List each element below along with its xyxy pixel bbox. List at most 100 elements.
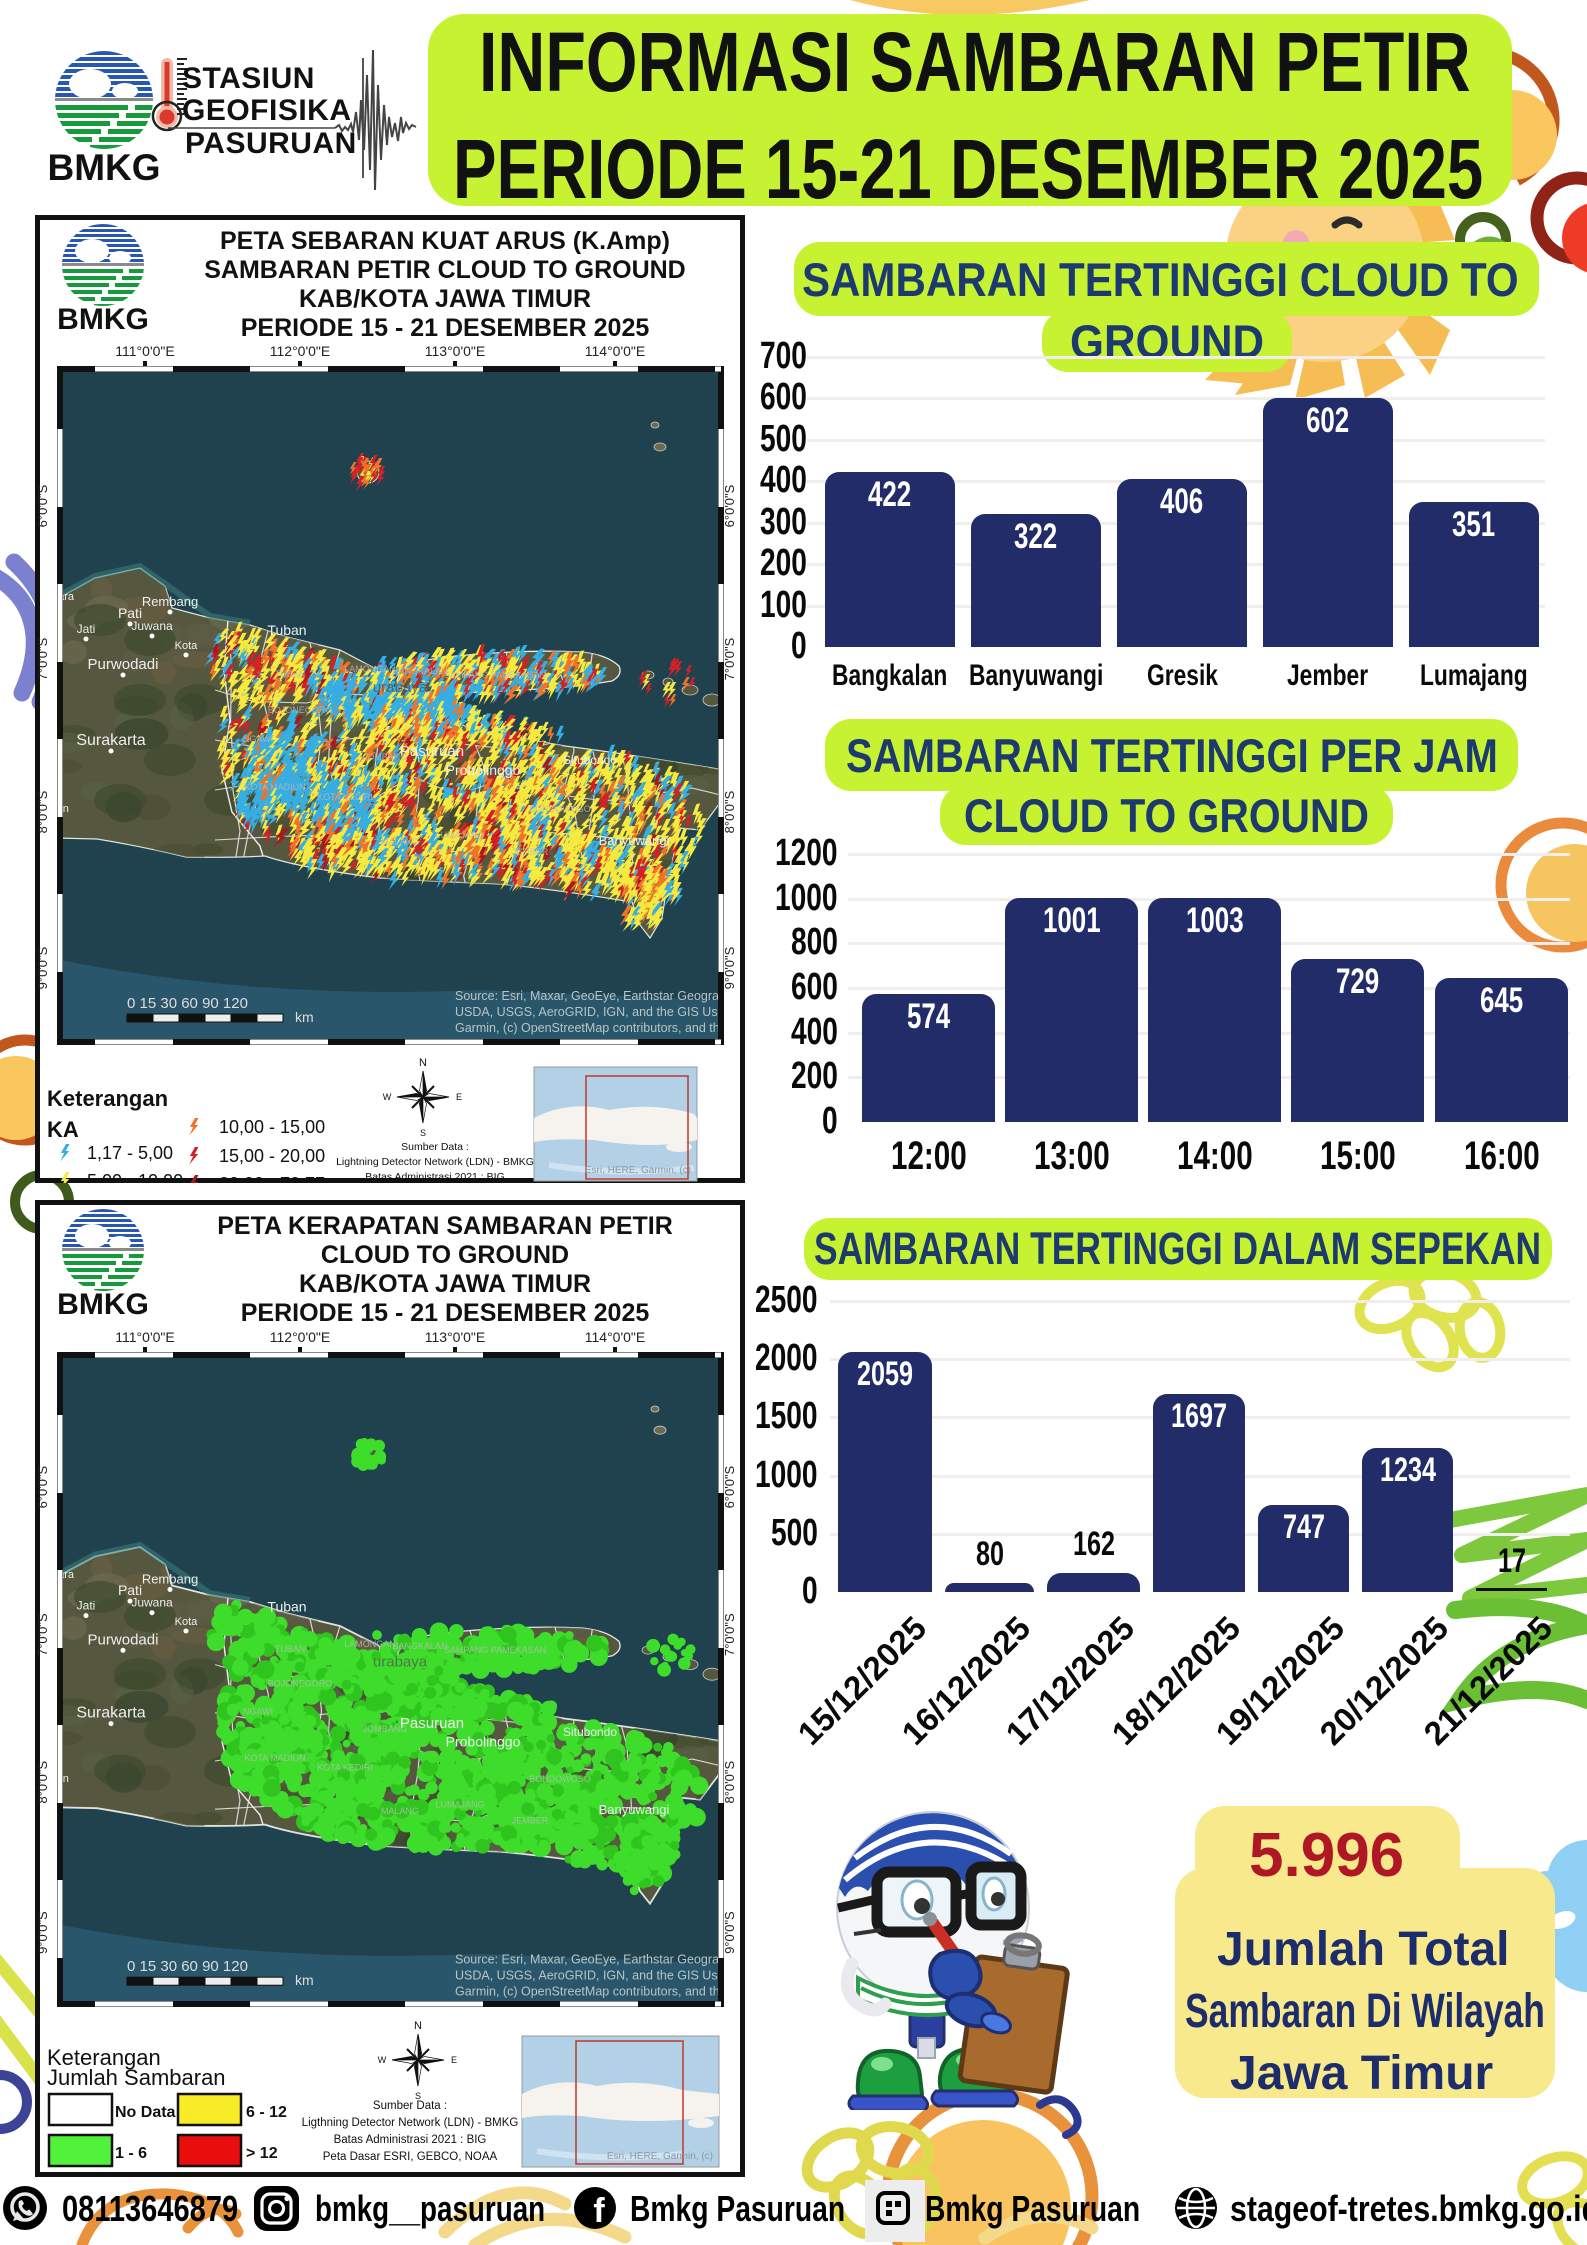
svg-text:114°0'0"E: 114°0'0"E — [585, 343, 645, 359]
svg-text:9°0'0"S: 9°0'0"S — [35, 1911, 50, 1954]
svg-text:urabaya: urabaya — [373, 679, 428, 696]
svg-text:5,00 - 10,00: 5,00 - 10,00 — [87, 1171, 183, 1183]
svg-text:BONDOWOSO: BONDOWOSO — [529, 1774, 591, 1784]
svg-text:Banyuwangi: Banyuwangi — [599, 1802, 670, 1817]
svg-text:Banyuwangi: Banyuwangi — [599, 833, 670, 848]
svg-text:9°0'0"S: 9°0'0"S — [722, 1911, 737, 1954]
svg-text:8°0'0"S: 8°0'0"S — [722, 1761, 737, 1804]
svg-text:Source: Esri, Maxar, GeoEye, E: Source: Esri, Maxar, GeoEye, Earthstar G… — [455, 989, 745, 1003]
svg-text:KOTA MADIUN: KOTA MADIUN — [244, 782, 305, 792]
svg-text:Sumber Data :: Sumber Data : — [373, 2100, 447, 2112]
svg-text:Lightning Detector Network (LD: Lightning Detector Network (LDN) - BMKG — [336, 1156, 534, 1168]
svg-text:BANGKALAN: BANGKALAN — [392, 666, 447, 676]
svg-text:LUMAJANG: LUMAJANG — [435, 1799, 484, 1809]
svg-text:Keterangan: Keterangan — [47, 1086, 168, 1111]
svg-text:112°0'0"E: 112°0'0"E — [270, 1329, 330, 1345]
svg-text:NGAWI: NGAWI — [243, 1707, 273, 1717]
svg-text:No Data: No Data — [115, 2104, 176, 2121]
svg-text:LAMONGAN: LAMONGAN — [344, 1639, 396, 1649]
svg-text:SAMPANG PAMEKASAN: SAMPANG PAMEKASAN — [444, 1645, 546, 1655]
svg-text:KOTA KEDIRI: KOTA KEDIRI — [317, 1763, 373, 1773]
svg-text:Situbondo: Situbondo — [563, 1725, 617, 1739]
svg-text:LUMAJANG: LUMAJANG — [435, 830, 484, 840]
svg-text:7°0'0"S: 7°0'0"S — [35, 1613, 50, 1656]
svg-text:Situbondo: Situbondo — [563, 753, 617, 767]
svg-text:6 - 12: 6 - 12 — [246, 2104, 287, 2121]
svg-text:TUBAN: TUBAN — [275, 669, 306, 679]
svg-text:Sumber Data :: Sumber Data : — [401, 1141, 469, 1153]
svg-text:W: W — [378, 2055, 387, 2065]
svg-text:113°0'0"E: 113°0'0"E — [425, 1329, 485, 1345]
svg-text:Jumlah Sambaran: Jumlah Sambaran — [47, 2065, 226, 2090]
svg-text:6°0'0"S: 6°0'0"S — [722, 484, 737, 527]
svg-text:Pasuruan: Pasuruan — [400, 743, 464, 760]
svg-text:0 15 30 60 90: 0 15 30 60 90 120 — [127, 995, 248, 1012]
svg-text:KAB/KOTA JAWA TIMUR: KAB/KOTA JAWA TIMUR — [299, 1270, 591, 1298]
svg-text:PETA SEBARAN KUAT ARUS (K.Amp): PETA SEBARAN KUAT ARUS (K.Amp) — [220, 227, 670, 255]
svg-text:0 15 30 60 90: 0 15 30 60 90 120 — [127, 1958, 248, 1975]
svg-text:Esri, HERE, Garmin, (c): Esri, HERE, Garmin, (c) — [585, 1165, 691, 1176]
svg-text:Probolinggo: Probolinggo — [446, 762, 521, 778]
svg-text:114°0'0"E: 114°0'0"E — [585, 1329, 645, 1345]
svg-text:f: f — [593, 2192, 605, 2230]
svg-text:20,00 - 73,77: 20,00 - 73,77 — [219, 1174, 325, 1183]
svg-text:6°0'0"S: 6°0'0"S — [35, 484, 50, 527]
svg-text:W: W — [383, 1092, 392, 1102]
svg-text:Garmin, (c) OpenStreetMap cont: Garmin, (c) OpenStreetMap contributors, … — [455, 1985, 745, 1999]
svg-text:6°0'0"S: 6°0'0"S — [35, 1465, 50, 1508]
svg-text:S: S — [420, 1128, 426, 1138]
svg-text:LAMONGAN: LAMONGAN — [344, 664, 396, 674]
svg-text:Purwodadi: Purwodadi — [88, 1631, 159, 1648]
svg-text:8°0'0"S: 8°0'0"S — [722, 790, 737, 833]
svg-text:E: E — [456, 1092, 462, 1102]
svg-text:USDA, USGS, AeroGRID, IGN, and: USDA, USGS, AeroGRID, IGN, and the GIS U… — [455, 1969, 745, 1983]
svg-text:E: E — [451, 2055, 457, 2065]
svg-text:BMKG: BMKG — [57, 1288, 149, 1321]
svg-text:9°0'0"S: 9°0'0"S — [722, 946, 737, 989]
svg-text:Tuban: Tuban — [267, 1599, 306, 1615]
svg-text:Kota: Kota — [175, 640, 199, 652]
svg-text:111°0'0"E: 111°0'0"E — [115, 343, 174, 359]
svg-text:Batas Administrasi 2021 : BIG: Batas Administrasi 2021 : BIG — [334, 2134, 487, 2146]
svg-text:7°0'0"S: 7°0'0"S — [35, 637, 50, 680]
svg-text:BANGKALAN: BANGKALAN — [392, 1641, 447, 1651]
svg-text:Batas Administrasi 2021 : BIG: Batas Administrasi 2021 : BIG — [365, 1171, 504, 1183]
svg-text:BMKG: BMKG — [57, 303, 149, 336]
svg-text:Keterangan: Keterangan — [47, 2045, 161, 2070]
svg-text:BOJONEGORO: BOJONEGORO — [268, 1679, 333, 1689]
svg-text:JOMBANG: JOMBANG — [363, 1724, 408, 1734]
svg-text:BONDOWOSO: BONDOWOSO — [529, 804, 591, 814]
svg-text:Pati: Pati — [118, 605, 142, 621]
svg-text:SAMPANG PAMEKASAN: SAMPANG PAMEKASAN — [444, 670, 546, 680]
svg-text:Kota: Kota — [175, 1616, 199, 1628]
svg-text:Jati: Jati — [77, 622, 96, 636]
svg-text:9°0'0"S: 9°0'0"S — [35, 946, 50, 989]
svg-text:NGAWI: NGAWI — [243, 734, 273, 744]
svg-text:Purwodadi: Purwodadi — [88, 656, 159, 673]
svg-text:N: N — [419, 1057, 427, 1069]
svg-text:Tuban: Tuban — [267, 622, 306, 638]
svg-text:SAMBARAN PETIR CLOUD TO GROUND: SAMBARAN PETIR CLOUD TO GROUND — [204, 256, 685, 284]
svg-text:Ligthning Detector Network (LD: Ligthning Detector Network (LDN) - BMKG — [302, 2117, 519, 2129]
svg-text:Garmin, (c) OpenStreetMap cont: Garmin, (c) OpenStreetMap contributors, … — [455, 1021, 745, 1035]
svg-text:Juwana: Juwana — [131, 1596, 173, 1610]
svg-text:PETA KERAPATAN SAMBARAN PETIR: PETA KERAPATAN SAMBARAN PETIR — [217, 1212, 673, 1240]
svg-text:KAB/KOTA JAWA TIMUR: KAB/KOTA JAWA TIMUR — [299, 285, 591, 313]
svg-text:Source: Esri, Maxar, GeoEye, E: Source: Esri, Maxar, GeoEye, Earthstar G… — [455, 1953, 745, 1967]
svg-text:Surakarta: Surakarta — [76, 1705, 145, 1722]
svg-text:7°0'0"S: 7°0'0"S — [722, 1613, 737, 1656]
svg-text:KOTA MADIUN: KOTA MADIUN — [244, 1753, 305, 1763]
svg-text:PERIODE 15 - 21 DESEMBER 202: PERIODE 15 - 21 DESEMBER 2025 — [241, 1299, 650, 1327]
svg-text:Jati: Jati — [77, 1599, 96, 1613]
svg-text:111°0'0"E: 111°0'0"E — [115, 1329, 174, 1345]
svg-text:Rembang: Rembang — [142, 1572, 198, 1587]
svg-text:TUBAN: TUBAN — [275, 1644, 306, 1654]
svg-text:S: S — [415, 2091, 421, 2101]
svg-text:8°0'0"S: 8°0'0"S — [35, 790, 50, 833]
svg-text:1,17 - 5,00: 1,17 - 5,00 — [87, 1143, 173, 1163]
svg-text:Rembang: Rembang — [142, 594, 198, 609]
svg-text:KOTA KEDIRI: KOTA KEDIRI — [317, 792, 373, 802]
svg-text:112°0'0"E: 112°0'0"E — [270, 343, 330, 359]
svg-text:km: km — [295, 1972, 314, 1988]
svg-text:JOMBANG: JOMBANG — [363, 752, 408, 762]
